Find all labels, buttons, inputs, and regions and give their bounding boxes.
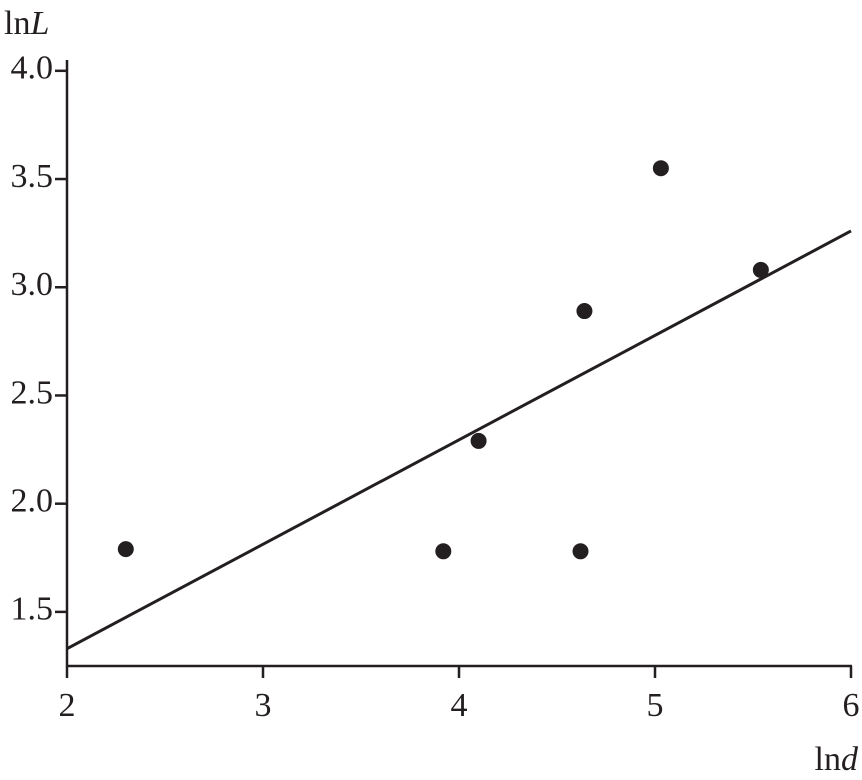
point: [470, 432, 487, 449]
y-axis-label: lnL: [4, 5, 49, 42]
point: [576, 303, 593, 320]
y-tick-label: 1.5: [11, 591, 54, 628]
x-tick-label: 2: [59, 687, 76, 724]
point: [752, 261, 769, 278]
x-label-var: d: [841, 741, 859, 775]
x-tick-label: 6: [843, 687, 860, 724]
fit-line: [66, 229, 852, 651]
y-tick-label: 2.0: [11, 482, 54, 519]
y-tick-label: 4.0: [11, 50, 54, 87]
y-tick-label: 3.5: [11, 158, 54, 195]
y-tick-label: 2.5: [11, 374, 54, 411]
x-tick-label: 5: [647, 687, 664, 724]
y-label-var: L: [29, 5, 49, 42]
point: [435, 543, 452, 560]
x-tick-label: 4: [451, 687, 468, 724]
y-label-prefix: ln: [4, 5, 30, 42]
point: [652, 160, 669, 177]
x-axis-label: lnd: [815, 741, 859, 775]
y-tick-label: 3.0: [11, 266, 54, 303]
x-label-prefix: ln: [815, 741, 841, 775]
point: [117, 541, 134, 558]
point: [572, 543, 589, 560]
x-tick-label: 3: [255, 687, 272, 724]
